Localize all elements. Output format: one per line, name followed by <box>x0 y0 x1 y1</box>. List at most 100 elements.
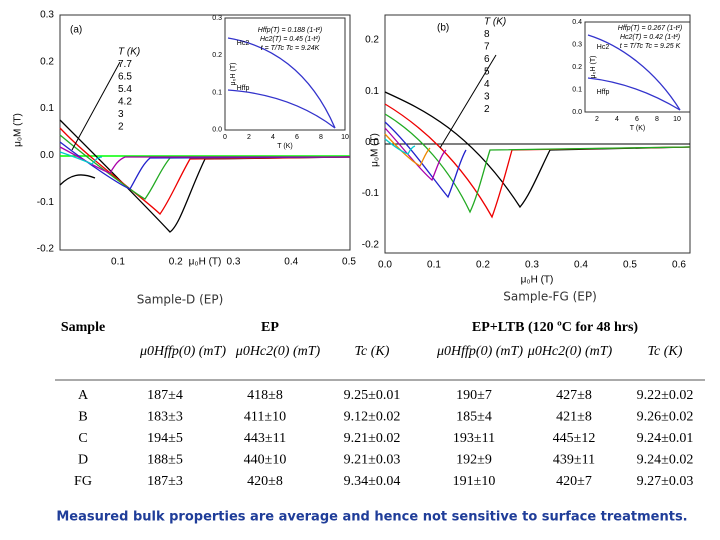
column-header: μ0Hffp(0) (mT) <box>139 344 226 359</box>
table-cell: 9.34±0.04 <box>344 474 401 489</box>
table-cell: 9.26±0.02 <box>637 410 694 425</box>
y-tick-label: -0.2 <box>37 244 55 255</box>
inset-equation: Hc2(T) = 0.42 (1-t²) <box>620 34 680 41</box>
inset-x-tick: 10 <box>341 134 349 141</box>
inset-x-tick: 8 <box>655 116 659 123</box>
inset-frame <box>584 21 691 113</box>
inset-equation: Hffp(T) = 0.188 (1-t²) <box>258 27 322 34</box>
x-tick-label: 0.4 <box>284 257 298 268</box>
table-cell: 421±8 <box>556 410 592 425</box>
curve <box>59 134 351 200</box>
inset-equation: Hffp(T) = 0.267 (1-t²) <box>618 25 682 32</box>
table-cell: 420±7 <box>556 474 592 489</box>
inset-curve-label: Hffp <box>237 85 250 92</box>
inset-curve-label: Hffp <box>597 89 610 96</box>
x-tick-label: 0.4 <box>574 260 588 271</box>
table-cell: 192±9 <box>456 453 492 468</box>
y-tick-label: 0.2 <box>40 56 54 67</box>
column-header: μ0Hffp(0) (mT) <box>436 344 523 359</box>
curve <box>59 119 351 233</box>
curve <box>384 133 431 167</box>
x-tick-label: 0.2 <box>476 260 490 271</box>
curve <box>384 121 467 199</box>
plot-frame <box>59 14 351 251</box>
y-tick-label: 0.1 <box>40 103 54 114</box>
table-cell: 183±3 <box>147 410 183 425</box>
table-cell: 185±4 <box>456 410 492 425</box>
column-header: Tc (K) <box>355 344 390 359</box>
table-cell: 9.21±0.02 <box>344 431 401 446</box>
column-header: μ0Hc2(0) (mT) <box>235 344 321 359</box>
y-tick-label: -0.1 <box>362 188 380 199</box>
y-axis-label: μ₀M (T) <box>370 133 381 167</box>
table-cell: 418±8 <box>247 388 283 403</box>
inset-curve <box>587 77 681 111</box>
x-tick-label: 0.5 <box>342 257 356 268</box>
x-axis-label: μ₀H (T) <box>189 257 222 268</box>
table-cell: 9.24±0.02 <box>637 453 694 468</box>
group-header: EP+LTB (120 ºC for 48 hrs) <box>472 320 639 335</box>
inset-frame <box>224 17 346 131</box>
curve <box>59 151 103 165</box>
inset-y-tick: 0.1 <box>212 89 222 96</box>
inset-x-tick: 8 <box>319 134 323 141</box>
curve <box>384 103 691 219</box>
y-tick-label: -0.2 <box>362 239 380 250</box>
legend-entry: 7.7 <box>118 59 132 70</box>
curves <box>59 119 351 233</box>
legend-entry: 2 <box>484 104 490 115</box>
inset-x-tick: 0 <box>223 134 227 141</box>
table-cell: 190±7 <box>456 388 492 403</box>
inset-curve <box>587 34 681 111</box>
figure-caption: Sample-D (EP) <box>137 293 224 307</box>
curve <box>384 138 416 155</box>
y-tick-label: 0.1 <box>365 86 379 97</box>
table-cell: 9.24±0.01 <box>637 431 694 446</box>
inset-curve <box>227 89 336 129</box>
arrow <box>439 54 497 149</box>
inset-x-tick: 6 <box>295 134 299 141</box>
inset-y-tick: 0.0 <box>572 109 582 116</box>
legend-entry: 2 <box>118 122 124 133</box>
arrow <box>71 61 121 151</box>
group-header: Sample <box>61 320 105 335</box>
footer-note: Measured bulk properties are average and… <box>56 510 687 525</box>
inset-x-tick: 6 <box>635 116 639 123</box>
table-cell: FG <box>74 474 92 489</box>
table-cell: 9.22±0.02 <box>637 388 694 403</box>
inset-curve-label: Hc2 <box>597 44 610 51</box>
x-tick-label: 0.3 <box>227 257 241 268</box>
legend-entry: 5 <box>484 67 490 78</box>
legend-entry: 7 <box>484 42 490 53</box>
inset-y-tick: 0.1 <box>572 86 582 93</box>
x-tick-label: 0.6 <box>672 260 686 271</box>
inset-x-label: T (K) <box>630 125 645 132</box>
table-cell: 194±5 <box>147 431 183 446</box>
inset-curve-label: Hc2 <box>237 40 250 47</box>
legend-entry: 4.2 <box>118 97 132 108</box>
inset-x-tick: 10 <box>673 116 681 123</box>
x-tick-label: 0.0 <box>378 260 392 271</box>
table-cell: 193±11 <box>453 431 495 446</box>
legend-title: T (K) <box>484 17 506 28</box>
legend-entry: 3 <box>118 109 124 120</box>
table-cell: 9.21±0.03 <box>344 453 401 468</box>
legend-entry: 5.4 <box>118 84 132 95</box>
legend-entry: 4 <box>484 79 490 90</box>
table-cell: 187±4 <box>147 388 183 403</box>
table-cell: 188±5 <box>147 453 183 468</box>
inset-equation: t = T/Tc Tc = 9.24K <box>261 45 320 52</box>
y-tick-label: 0.3 <box>40 10 54 21</box>
column-header: μ0Hc2(0) (mT) <box>527 344 613 359</box>
inset-y-tick: 0.0 <box>212 127 222 134</box>
curve <box>384 127 447 182</box>
curve <box>384 91 691 209</box>
inset-y-tick: 0.3 <box>212 15 222 22</box>
x-axis-label: μ₀H (T) <box>521 275 554 286</box>
panel-label: (a) <box>70 25 82 36</box>
table-cell: 9.27±0.03 <box>637 474 694 489</box>
curve <box>59 146 350 174</box>
inset-y-tick: 0.3 <box>572 41 582 48</box>
table-cell: 439±11 <box>553 453 595 468</box>
